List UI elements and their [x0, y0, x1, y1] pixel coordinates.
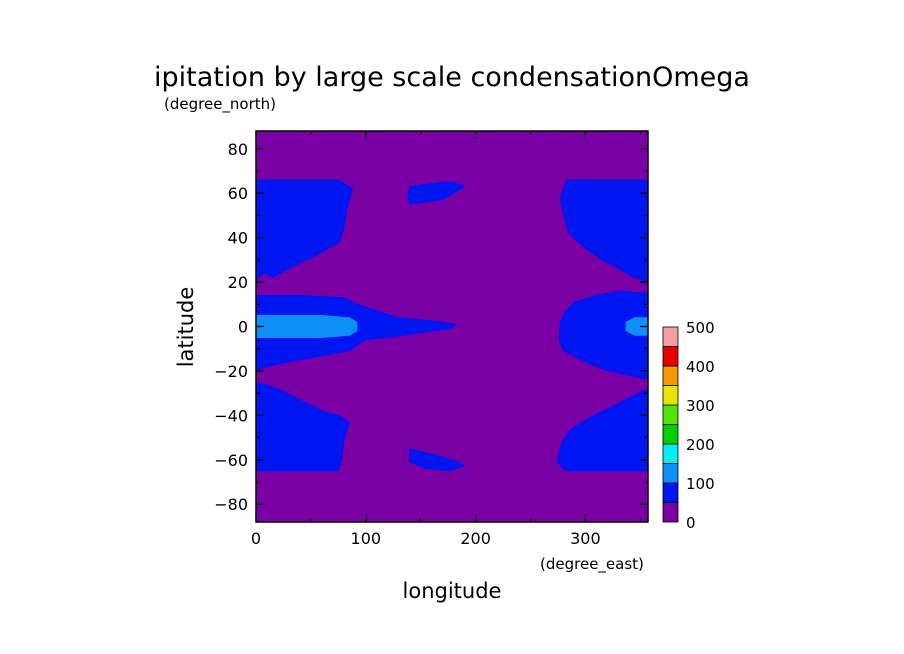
y-unit-label: (degree_north): [164, 95, 276, 114]
contour-region: [559, 179, 648, 283]
y-tick-label: −40: [214, 406, 248, 425]
colorbar-swatch: [662, 404, 679, 425]
colorbar-label: 300: [686, 397, 715, 415]
y-tick-label: −20: [214, 362, 248, 381]
contour-region: [556, 388, 648, 472]
colorbar-label: 0: [686, 514, 696, 532]
x-unit-label: (degree_east): [540, 555, 644, 574]
x-tick-label: 300: [570, 529, 601, 548]
colorbar-swatch: [662, 482, 679, 503]
colorbar-swatch: [662, 385, 679, 406]
contour-region: [558, 290, 648, 381]
y-axis-label: latitude: [174, 287, 198, 368]
colorbar-swatch: [662, 424, 679, 445]
colorbar-swatch: [662, 463, 679, 484]
x-tick-label: 0: [251, 529, 261, 548]
contour-regions: [256, 179, 648, 472]
y-tick-label: 20: [228, 273, 248, 292]
colorbar-label: 400: [686, 358, 715, 376]
colorbar: 0 100 200 300 400 500: [662, 319, 715, 532]
contour-region: [409, 448, 466, 472]
plot-area: [256, 131, 648, 522]
y-tick-label: 60: [228, 184, 248, 203]
contour-region: [256, 381, 350, 472]
colorbar-label: 500: [686, 319, 715, 337]
y-tick-label: 40: [228, 229, 248, 248]
colorbar-label: 200: [686, 436, 715, 454]
colorbar-swatch: [662, 346, 679, 367]
colorbar-swatch: [662, 365, 679, 386]
x-axis-label: longitude: [403, 579, 502, 603]
colorbar-swatch: [662, 502, 679, 523]
x-axis-ticks: 0 100 200 300: [251, 131, 641, 548]
colorbar-swatch: [662, 326, 679, 347]
x-tick-label: 200: [460, 529, 491, 548]
colorbar-swatch: [662, 443, 679, 464]
y-tick-label: 80: [228, 140, 248, 159]
contour-region: [625, 317, 648, 336]
x-tick-label: 100: [351, 529, 382, 548]
y-tick-label: −80: [214, 495, 248, 514]
contour-region: [256, 179, 354, 283]
y-axis-ticks: 80 60 40 20 0 −20 −40 −60 −80: [214, 140, 648, 514]
chart-title: ipitation by large scale condensationOme…: [154, 62, 750, 93]
colorbar-label: 100: [686, 475, 715, 493]
y-tick-label: −60: [214, 451, 248, 470]
contour-region: [256, 314, 358, 339]
contour-region: [256, 294, 457, 372]
contour-region: [407, 181, 466, 205]
y-tick-label: 0: [238, 318, 248, 337]
